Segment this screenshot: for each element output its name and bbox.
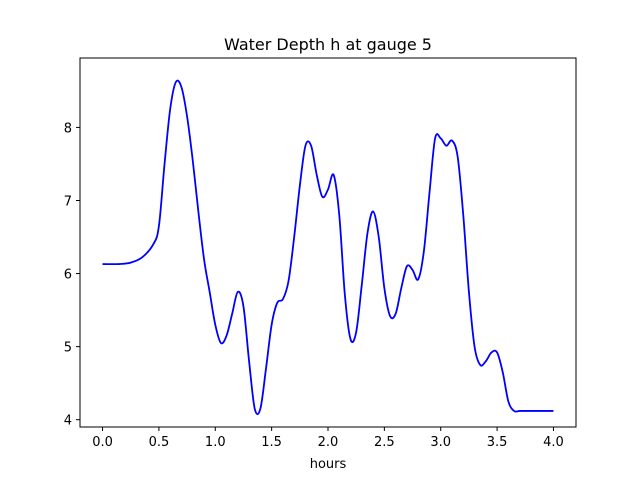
x-tick-label: 3.5 [487, 435, 508, 450]
x-tick-label: 2.0 [318, 435, 339, 450]
x-tick-label: 3.0 [430, 435, 451, 450]
y-tick-label: 5 [64, 341, 72, 356]
y-tick-label: 4 [64, 414, 72, 429]
x-tick-label: 1.5 [261, 435, 282, 450]
y-tick-label: 8 [64, 121, 72, 136]
series-layer [102, 79, 554, 416]
series-line [102, 79, 554, 416]
x-axis-ticks: 0.0 0.5 1.0 1.5 2.0 2.5 3.0 3.5 4.0 [92, 427, 564, 450]
y-tick-label: 7 [64, 194, 72, 209]
x-tick-label: 1.0 [205, 435, 226, 450]
x-axis-label: hours [310, 457, 347, 472]
x-tick-label: 0.0 [92, 435, 113, 450]
x-tick-label: 2.5 [374, 435, 395, 450]
plot-area [79, 57, 577, 428]
x-tick-label: 4.0 [543, 435, 564, 450]
x-tick-label: 0.5 [149, 435, 170, 450]
chart-title: Water Depth h at gauge 5 [224, 35, 432, 54]
y-axis-ticks: 4 5 6 7 8 [64, 121, 80, 429]
y-tick-label: 6 [64, 268, 72, 283]
